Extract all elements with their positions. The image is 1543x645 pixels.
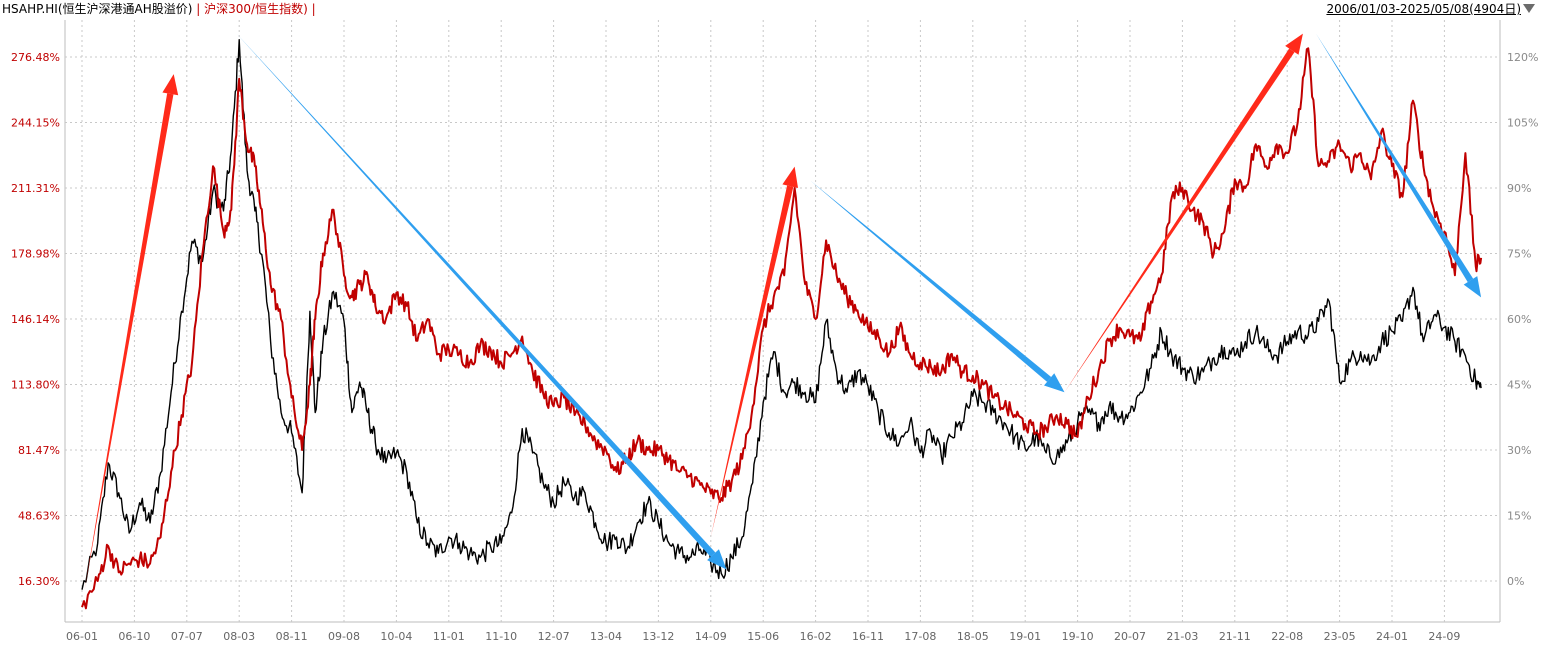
series1-legend-label[interactable]: HSAHP.HI(恒生沪深港通AH股溢价) — [2, 2, 193, 16]
left-axis-tick-label: 211.31% — [11, 182, 60, 195]
left-axis-tick-label: 113.80% — [11, 379, 60, 392]
x-axis-tick-label: 22-08 — [1271, 630, 1303, 643]
up-arrow-head — [782, 166, 799, 188]
x-axis-tick-label: 19-01 — [1009, 630, 1041, 643]
x-axis-tick-label: 23-05 — [1324, 630, 1356, 643]
down-arrow-head — [1044, 373, 1065, 393]
right-axis-tick-label: 60% — [1507, 313, 1531, 326]
down-arrow-head — [707, 549, 727, 570]
left-axis-tick-label: 178.98% — [11, 248, 60, 261]
x-axis-tick-label: 09-08 — [328, 630, 360, 643]
x-axis-tick-label: 07-07 — [171, 630, 203, 643]
down-arrow-shaft — [1316, 33, 1474, 283]
x-axis-tick-label: 19-10 — [1062, 630, 1094, 643]
x-axis-tick-label: 11-01 — [433, 630, 465, 643]
left-axis-tick-label: 81.47% — [18, 444, 60, 457]
x-axis-tick-label: 20-07 — [1114, 630, 1146, 643]
x-axis-tick-label: 14-09 — [695, 630, 727, 643]
x-axis-tick-label: 11-10 — [485, 630, 517, 643]
series2-legend-label[interactable]: 沪深300/恒生指数) — [204, 2, 308, 16]
series-legend: HSAHP.HI(恒生沪深港通AH股溢价) | 沪深300/恒生指数) | — [2, 1, 316, 17]
right-axis-tick-label: 90% — [1507, 182, 1531, 195]
left-axis-tick-label: 16.30% — [18, 575, 60, 588]
x-axis-tick-label: 16-11 — [852, 630, 884, 643]
x-axis-tick-label: 24-01 — [1376, 630, 1408, 643]
x-axis-tick-label: 15-06 — [747, 630, 779, 643]
x-axis-tick-label: 12-07 — [538, 630, 570, 643]
right-axis-tick-label: 30% — [1507, 444, 1531, 457]
left-axis-tick-label: 48.63% — [18, 510, 60, 523]
left-axis-tick-label: 276.48% — [11, 51, 60, 64]
date-range-label[interactable]: 2006/01/03-2025/05/08(4904日) — [1326, 2, 1521, 16]
up-arrow-shaft — [1064, 48, 1295, 393]
chart-header: HSAHP.HI(恒生沪深港通AH股溢价) | 沪深300/恒生指数) | 20… — [0, 0, 1543, 18]
series2-line — [81, 47, 1483, 610]
x-axis-tick-label: 13-04 — [590, 630, 622, 643]
x-axis-tick-label: 10-04 — [380, 630, 412, 643]
right-axis-tick-label: 0% — [1507, 575, 1524, 588]
left-axis-tick-label: 146.14% — [11, 313, 60, 326]
down-arrow-shaft — [810, 180, 1052, 382]
up-arrow-head — [162, 74, 179, 96]
x-axis-tick-label: 16-02 — [800, 630, 832, 643]
left-axis-tick-label: 244.15% — [11, 117, 60, 130]
x-axis-tick-label: 13-12 — [642, 630, 674, 643]
x-axis-tick-label: 06-01 — [66, 630, 98, 643]
legend-separator: | — [196, 2, 201, 16]
right-axis-tick-label: 75% — [1507, 248, 1531, 261]
up-arrow-head — [1285, 33, 1303, 55]
x-axis-tick-label: 18-05 — [957, 630, 989, 643]
right-axis-tick-label: 15% — [1507, 510, 1531, 523]
x-axis-tick-label: 21-03 — [1166, 630, 1198, 643]
x-axis-tick-label: 24-09 — [1428, 630, 1460, 643]
x-axis-tick-label: 17-08 — [904, 630, 936, 643]
x-axis-tick-label: 21-11 — [1219, 630, 1251, 643]
x-axis-tick-label: 06-10 — [118, 630, 150, 643]
series1-line — [81, 39, 1482, 590]
up-arrow-shaft — [84, 93, 174, 590]
right-axis-tick-label: 45% — [1507, 379, 1531, 392]
triangle-down-icon[interactable] — [1523, 4, 1535, 13]
right-axis-tick-label: 105% — [1507, 117, 1538, 130]
up-arrow-shaft — [710, 185, 794, 538]
x-axis-tick-label: 08-11 — [276, 630, 308, 643]
legend-separator: | — [311, 2, 316, 16]
down-arrow-head — [1463, 276, 1482, 298]
x-axis-tick-label: 08-03 — [223, 630, 255, 643]
right-axis-tick-label: 120% — [1507, 51, 1538, 64]
down-arrow-shaft — [236, 33, 716, 557]
